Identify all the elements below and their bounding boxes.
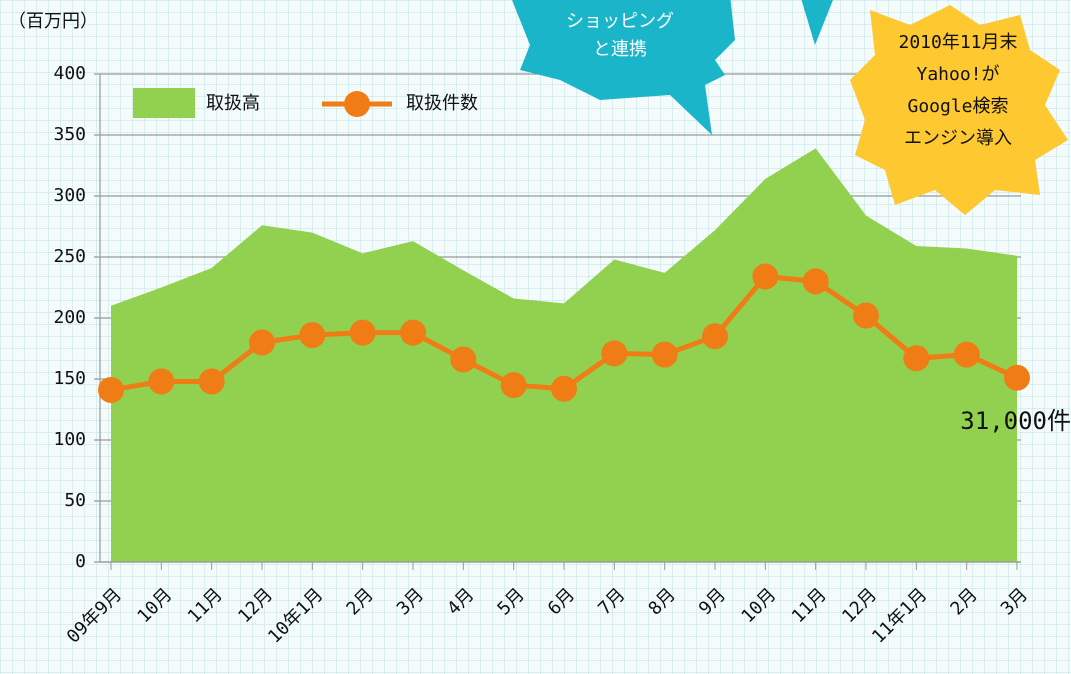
- y-tick-label: 250: [53, 246, 86, 267]
- yahoo-note: 2010年11月末: [898, 32, 1017, 53]
- point: [249, 329, 275, 356]
- legend-label: 取扱件数: [406, 93, 478, 114]
- y-tick-label: 150: [53, 368, 86, 389]
- point: [551, 375, 577, 402]
- point: [98, 376, 124, 403]
- shopping-note: ショッピング: [566, 11, 674, 32]
- last-count-note: 31,000件: [960, 407, 1071, 435]
- point: [853, 302, 879, 329]
- unit-label: （百万円）: [8, 11, 98, 32]
- point: [752, 263, 779, 290]
- point: [198, 368, 225, 395]
- legend-swatch: [133, 88, 195, 118]
- point: [299, 322, 326, 349]
- point: [400, 319, 426, 346]
- yahoo-note: Yahoo!が: [916, 64, 999, 85]
- point: [802, 268, 829, 295]
- y-tick-label: 0: [75, 551, 86, 572]
- teal-shape: [801, 0, 833, 45]
- legend-label: 取扱高: [206, 93, 260, 114]
- legend-point: [344, 91, 370, 117]
- yahoo-burst: [850, 5, 1068, 215]
- point: [953, 341, 980, 368]
- y-tick-label: 350: [53, 124, 86, 145]
- yahoo-note: エンジン導入: [904, 128, 1012, 149]
- point: [1004, 364, 1030, 391]
- y-tick-label: 200: [53, 307, 86, 328]
- y-tick-label: 50: [64, 490, 86, 511]
- shopping-note: と連携: [593, 39, 647, 60]
- point: [601, 340, 628, 367]
- point: [500, 372, 527, 399]
- area: [111, 148, 1017, 563]
- point: [450, 346, 477, 373]
- y-tick-label: 300: [53, 185, 86, 206]
- point: [148, 368, 175, 395]
- shopping-bubble: [512, 0, 735, 135]
- point: [702, 323, 728, 350]
- y-tick-label: 400: [53, 63, 86, 84]
- point: [349, 319, 376, 346]
- yahoo-note: Google検索: [907, 96, 1008, 117]
- point: [651, 341, 678, 368]
- point: [903, 345, 930, 372]
- y-tick-label: 100: [53, 429, 86, 450]
